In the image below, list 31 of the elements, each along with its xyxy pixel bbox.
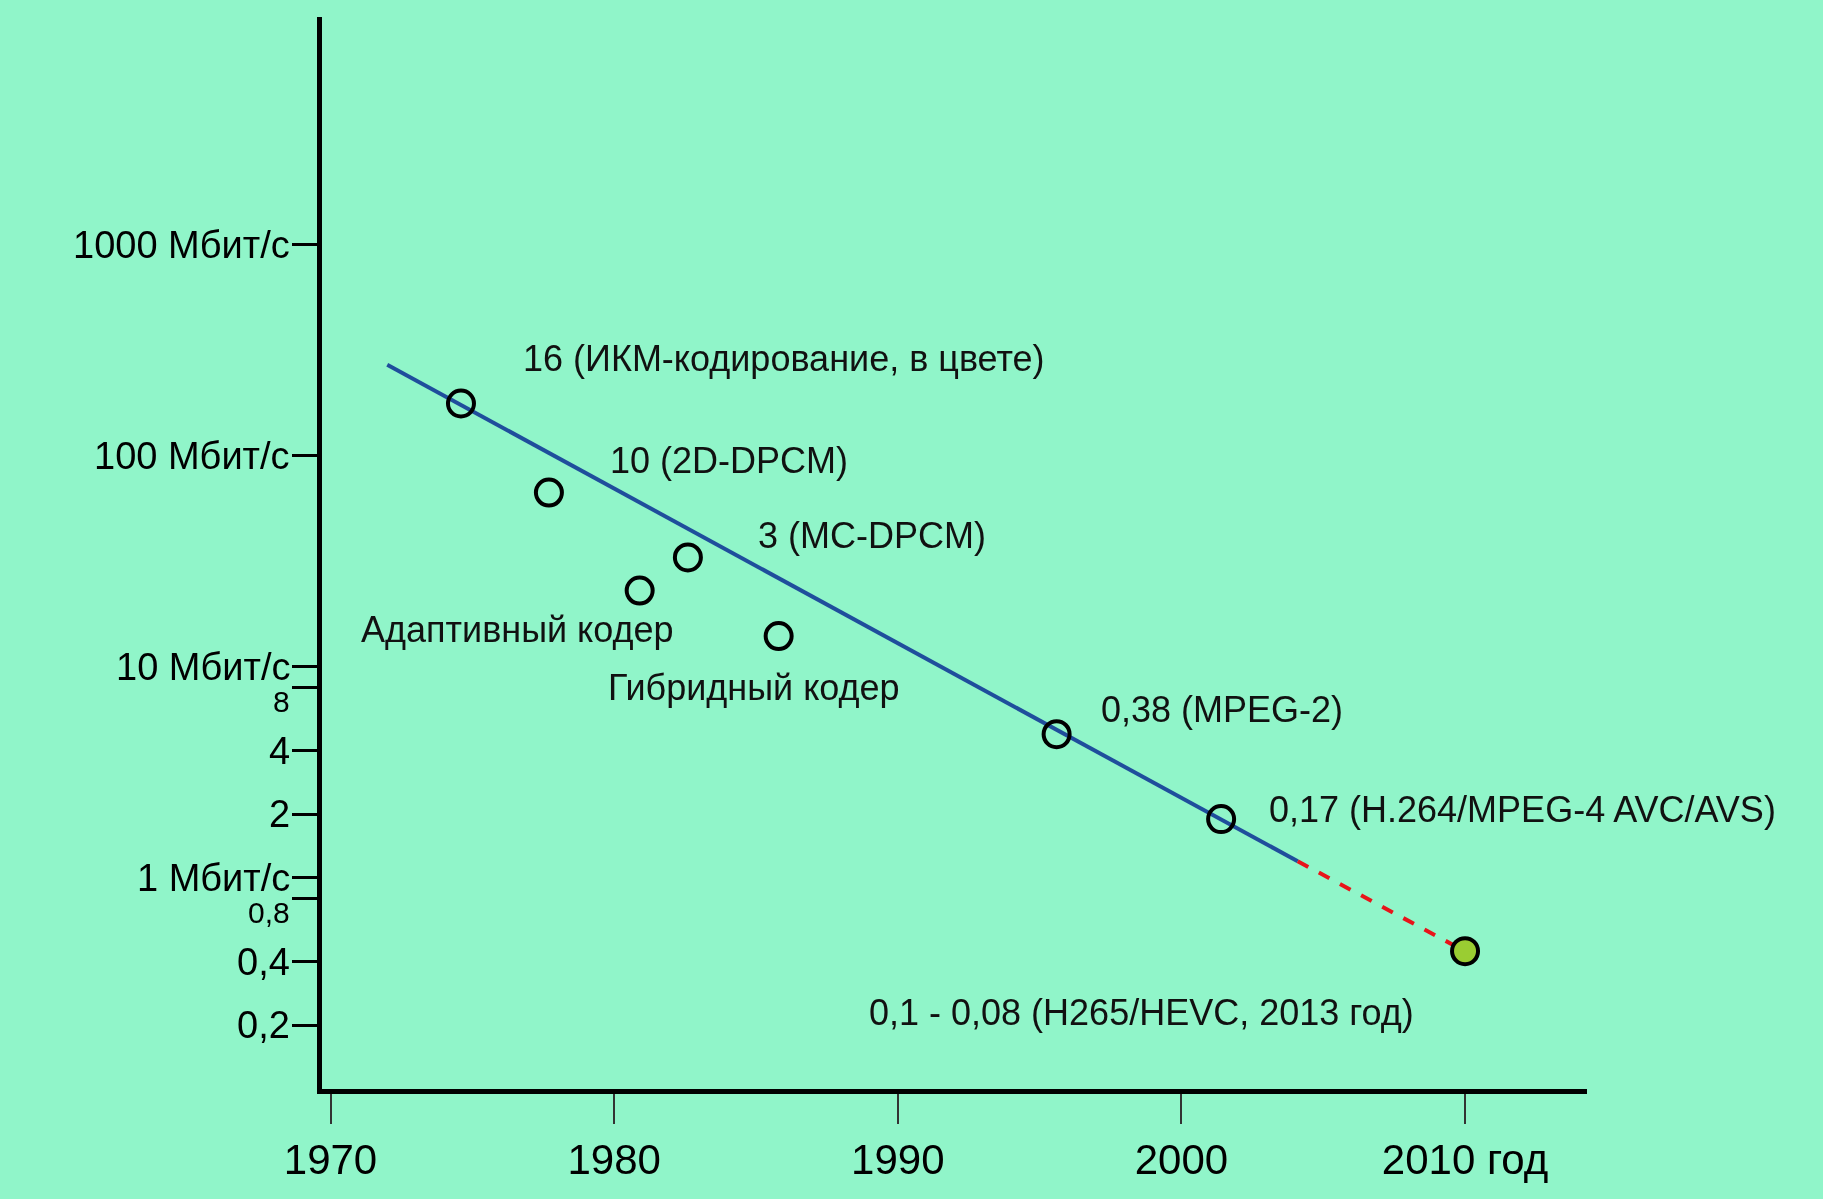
y-tick-label: 1000 Мбит/с [73,224,290,266]
point [533,477,564,508]
annotation: 0,1 - 0,08 (H265/HEVC, 2013 год) [869,992,1414,1033]
x-tick-label: 1990 [851,1136,945,1184]
annotation: 0,17 (H.264/MPEG-4 AVC/AVS) [1269,789,1776,830]
point [624,575,655,606]
point [1450,936,1481,967]
annotation: Гибридный кодер [608,667,900,708]
y-tick-label: 2 [269,793,291,835]
annotation: 10 (2D-DPCM) [610,440,849,481]
y-tick-label: 0,4 [237,941,290,983]
annotation: 0,38 (MPEG-2) [1101,689,1344,730]
point [1206,804,1237,835]
y-tick-label: 100 Мбит/с [94,435,290,477]
x-tick-label: 2010 год [1381,1136,1549,1184]
point [763,621,794,652]
y-tick-label: 8 [273,685,290,718]
y-tick-label: 0,2 [237,1004,290,1046]
annotation: 16 (ИКМ-кодирование, в цвете) [523,338,1045,379]
point [445,388,476,419]
y-tick-label: 0,8 [248,896,290,929]
point [1041,719,1072,750]
x-tick-label: 1980 [567,1136,661,1184]
annotation: 3 (MC-DPCM) [758,515,986,556]
point [672,542,703,573]
y-tick-label: 10 Мбит/с [116,646,291,688]
y-tick-label: 1 Мбит/с [137,857,291,899]
annotation: Адаптивный кодер [361,609,674,650]
x-tick-label: 2000 [1134,1136,1229,1184]
y-tick-label: 4 [269,730,291,772]
x-tick-label: 1970 [283,1136,378,1184]
